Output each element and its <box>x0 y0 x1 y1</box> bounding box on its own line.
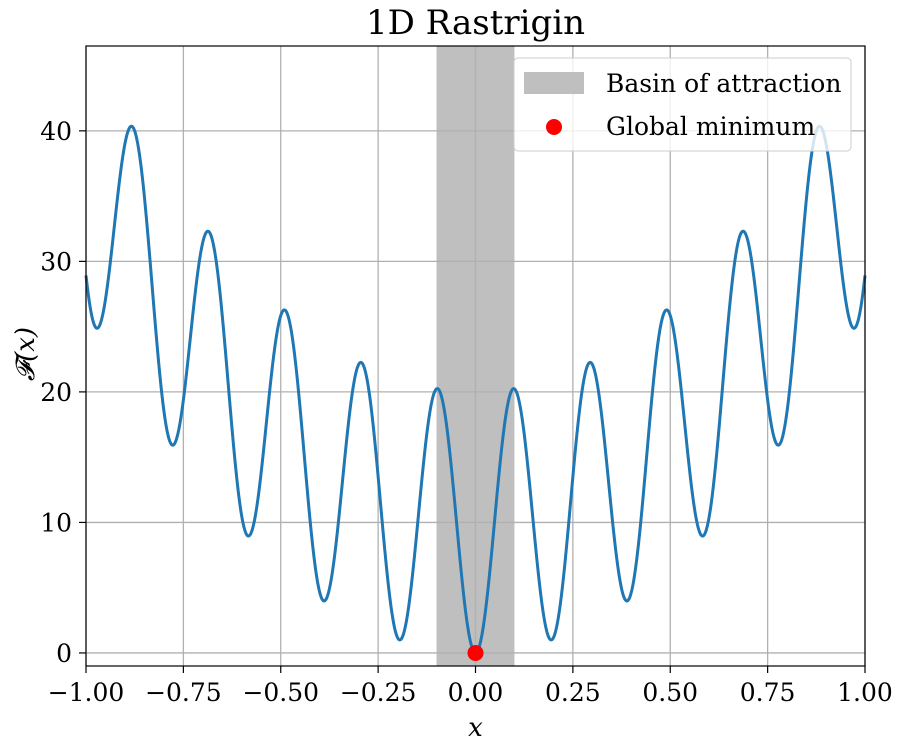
x-tick-label-6: 0.50 <box>642 678 698 707</box>
chart-title: 1D Rastrigin <box>366 3 585 43</box>
legend-minimum-marker <box>546 119 562 135</box>
x-tick-label-1: −0.75 <box>145 678 222 707</box>
legend-basin-label: Basin of attraction <box>606 69 841 98</box>
y-tick-label-3: 30 <box>40 247 72 276</box>
marker-layer <box>467 644 484 661</box>
x-tick-label-0: −1.00 <box>48 678 125 707</box>
y-tick-label-0: 0 <box>56 639 72 668</box>
x-tick-label-3: −0.25 <box>340 678 417 707</box>
legend-minimum-label: Global minimum <box>606 112 815 141</box>
legend: Basin of attraction Global minimum <box>513 57 852 152</box>
global-minimum-marker <box>467 644 484 661</box>
x-tick-label-7: 0.75 <box>740 678 796 707</box>
y-tick-label-4: 40 <box>40 117 72 146</box>
x-tick-label-5: 0.25 <box>545 678 601 707</box>
y-axis-label: 𝓕(x) <box>11 327 41 381</box>
y-tick-label-1: 10 <box>40 508 72 537</box>
x-tick-label-2: −0.50 <box>242 678 319 707</box>
x-axis-label: x <box>468 713 483 743</box>
x-tick-label-4: 0.00 <box>448 678 504 707</box>
legend-basin-swatch <box>524 72 584 94</box>
legend-frame <box>513 57 852 152</box>
x-tick-label-8: 1.00 <box>837 678 893 707</box>
y-tick-label-2: 20 <box>40 378 72 407</box>
tick-layer: −1.00 −0.75 −0.50 −0.25 0.00 0.25 0.50 0.75 1.00… <box>40 117 893 707</box>
